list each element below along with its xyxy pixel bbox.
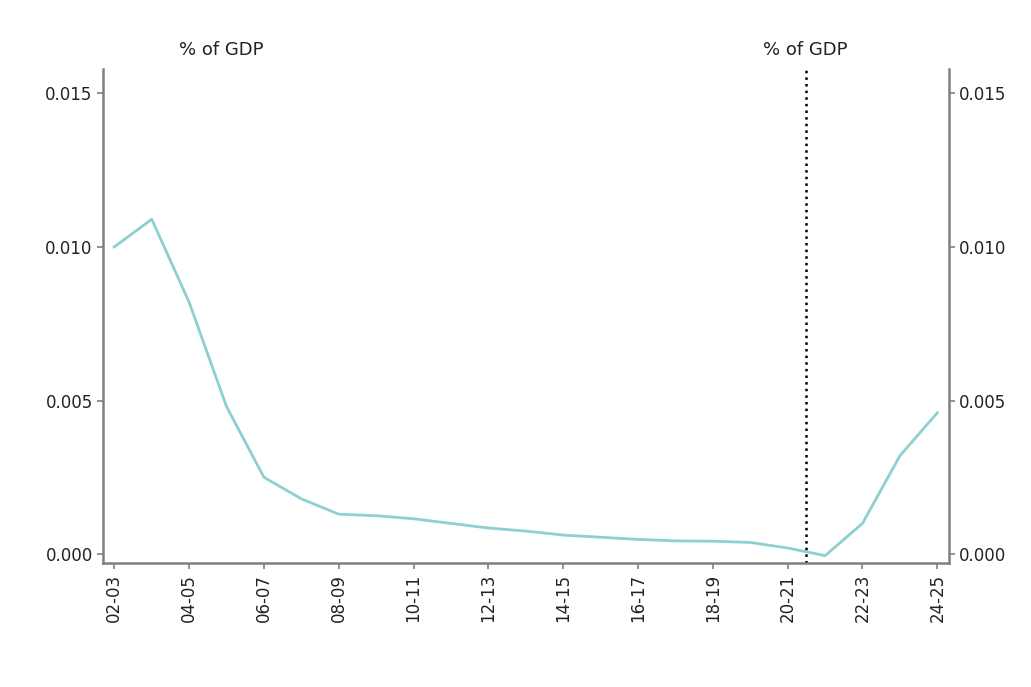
Text: % of GDP: % of GDP bbox=[763, 41, 847, 59]
Text: % of GDP: % of GDP bbox=[179, 41, 264, 59]
